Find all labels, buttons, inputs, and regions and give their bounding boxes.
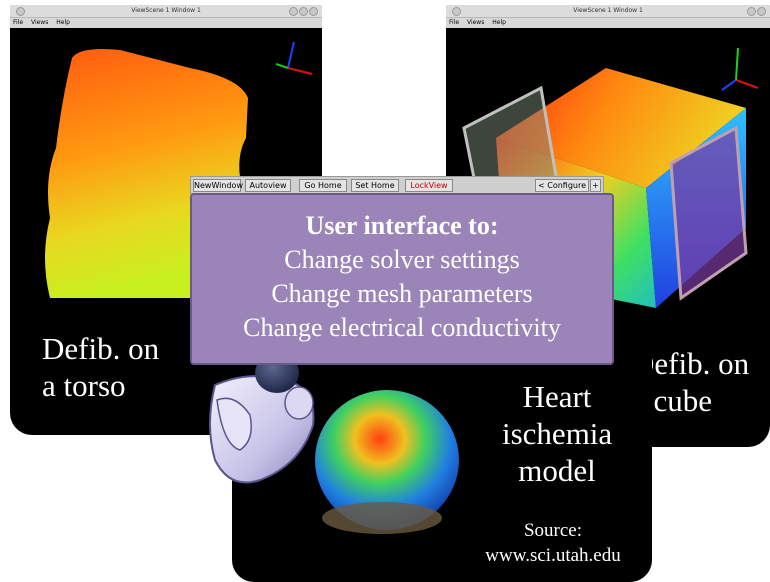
axis-green [275, 63, 289, 69]
axis-red [287, 67, 313, 75]
heart-ischemia-render [315, 390, 459, 534]
left-window-titlebar[interactable]: ViewScene 1 Window 1 [10, 5, 322, 18]
callout-title: User interface to: [305, 211, 499, 240]
menu-file[interactable]: File [449, 19, 460, 26]
torso-caption-line2: a torso [42, 368, 126, 403]
set-home-button[interactable]: Set Home [351, 179, 399, 192]
menu-help[interactable]: Help [492, 19, 506, 26]
left-window-menubar: File Views Help [10, 18, 322, 28]
menu-views[interactable]: Views [466, 19, 485, 26]
source-label: Source: [523, 520, 583, 541]
heart-base-shadow [322, 502, 442, 534]
axis-blue [721, 79, 737, 91]
heart-caption-line3: model [518, 453, 596, 488]
new-window-button[interactable]: NewWindow [193, 179, 243, 192]
source-url[interactable]: www.sci.utah.edu [485, 545, 621, 566]
minimize-icon[interactable] [747, 7, 756, 16]
heart-model [315, 390, 459, 530]
go-home-button[interactable]: Go Home [299, 179, 347, 192]
callout-line-solver: Change solver settings [284, 245, 520, 274]
window-menu-icon[interactable] [452, 7, 461, 16]
mouse-button [216, 397, 252, 451]
menu-views[interactable]: Views [30, 19, 49, 26]
autoview-button[interactable]: Autoview [245, 179, 291, 192]
menu-help[interactable]: Help [56, 19, 70, 26]
window-menu-icon[interactable] [16, 7, 25, 16]
callout-line-conductivity: Change electrical conductivity [243, 313, 561, 342]
source-credit: Source: www.sci.utah.edu [478, 518, 628, 568]
axis-green [735, 47, 739, 81]
ui-features-callout: User interface to: Change solver setting… [190, 193, 614, 365]
viewer-toolbar: NewWindow Autoview Go Home Set Home Lock… [190, 176, 604, 201]
axis-red [735, 79, 759, 89]
right-window-titlebar[interactable]: ViewScene 1 Window 1 [446, 5, 770, 18]
right-electrode-plate [669, 125, 748, 301]
mouse-side-button [284, 386, 314, 420]
minimize-icon[interactable] [289, 7, 298, 16]
heart-caption: Heart ischemia model [502, 378, 612, 489]
menu-file[interactable]: File [13, 19, 24, 26]
right-window-title: ViewScene 1 Window 1 [573, 7, 643, 14]
expand-plus-button[interactable]: + [590, 179, 601, 192]
torso-caption: Defib. on a torso [42, 330, 159, 404]
close-icon[interactable] [757, 7, 766, 16]
axis-blue [287, 41, 295, 69]
close-icon[interactable] [309, 7, 318, 16]
configure-button[interactable]: < Configure > [535, 179, 589, 201]
left-window-title: ViewScene 1 Window 1 [131, 7, 201, 14]
heart-caption-line2: ischemia [502, 416, 613, 451]
callout-line-mesh: Change mesh parameters [271, 279, 533, 308]
trackball-mouse-icon [209, 353, 315, 484]
heart-caption-line1: Heart [522, 379, 592, 414]
maximize-icon[interactable] [299, 7, 308, 16]
torso-caption-line1: Defib. on [42, 331, 160, 366]
right-window-menubar: File Views Help [446, 18, 770, 28]
lock-view-button[interactable]: LockView [405, 179, 453, 192]
